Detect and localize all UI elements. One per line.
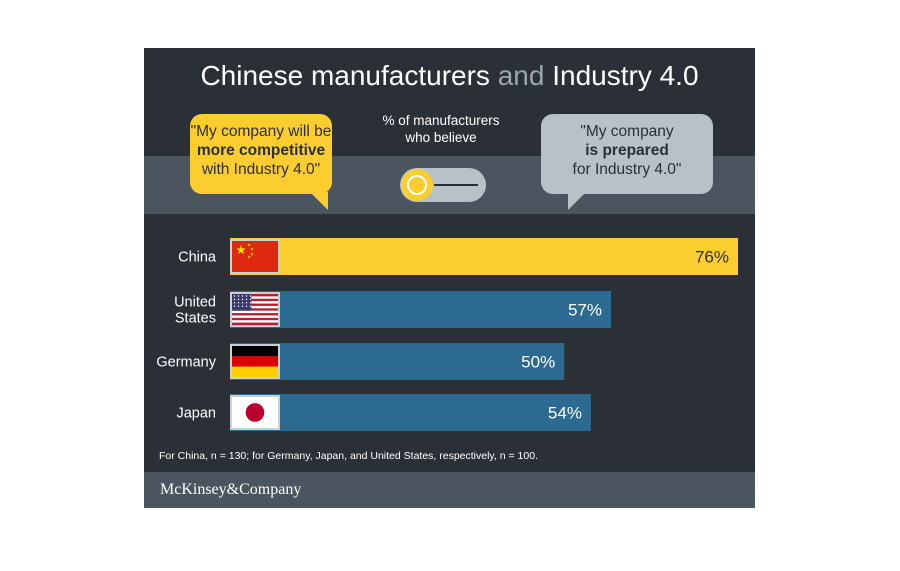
flag-star: [241, 295, 244, 297]
bubble-right-tail: [568, 192, 586, 210]
prepared-speech-bubble: "My company is prepared for Industry 4.0…: [541, 114, 713, 194]
flag-band-gold: [232, 366, 278, 377]
measure-caption: % of manufacturers who believe: [378, 112, 504, 146]
bubble-right-line-1: "My company: [580, 123, 674, 140]
flag-star: [233, 302, 236, 304]
category-label: China: [178, 250, 217, 266]
title-part-1: Chinese manufacturers: [200, 60, 490, 91]
flag-field: [232, 241, 278, 272]
flag-star: [245, 298, 248, 301]
flag-star: [249, 305, 252, 307]
bubble-left-tail: [310, 192, 328, 210]
chart-title: Chinese manufacturers and Industry 4.0: [144, 60, 755, 92]
measure-caption-line-1: % of manufacturers: [382, 113, 500, 128]
flag-star: [250, 247, 254, 251]
flag-star: [236, 245, 246, 255]
flag-stripe: [232, 298, 278, 302]
germany-flag-icon: [230, 344, 280, 379]
flag-band-red: [232, 356, 278, 367]
mckinsey-logo: McKinsey&Company: [160, 481, 302, 498]
flag-star: [249, 298, 252, 301]
toggle-knob-ring: [407, 175, 427, 195]
flag-stripe: [232, 301, 278, 304]
bubble-left-line-3: with Industry 4.0": [201, 161, 321, 178]
bubble-left-line-1: "My company will be: [190, 123, 332, 140]
flag-star: [237, 302, 240, 304]
measure-caption-line-2: who believe: [405, 130, 477, 145]
bar: [230, 238, 738, 275]
flag-star: [249, 295, 252, 297]
flag-star: [247, 243, 251, 247]
bar: [230, 291, 611, 328]
toggle-track-line: [434, 184, 478, 186]
flag-star: [241, 298, 244, 301]
value-label: 76%: [695, 248, 729, 267]
flag-star: [245, 305, 248, 307]
bubble-right-line-3: for Industry 4.0": [572, 161, 682, 178]
flag-sun: [245, 403, 265, 422]
flag-band-black: [232, 346, 278, 357]
flag-star: [233, 298, 236, 301]
category-label: United: [174, 295, 216, 311]
value-label: 54%: [548, 404, 582, 423]
toggle-switch-icon: [400, 168, 486, 202]
flag-stripe: [232, 305, 278, 309]
bubble-left-emphasis: more competitive: [196, 142, 326, 159]
title-and: and: [497, 60, 545, 91]
flag-star: [241, 305, 244, 307]
infographic-card: Chinese manufacturers and Industry 4.0 "…: [144, 48, 755, 508]
flag-star: [233, 305, 236, 307]
footnote: For China, n = 130; for Germany, Japan, …: [159, 450, 538, 462]
flag-stripe: [232, 308, 278, 311]
bubble-right-line-2: is prepared: [541, 141, 713, 160]
bar: [230, 394, 591, 431]
flag-stripe: [232, 313, 278, 316]
flag-stripe: [232, 303, 278, 307]
flag-star: [241, 302, 244, 304]
flag-star: [250, 252, 254, 256]
flag-stripe: [232, 322, 278, 326]
value-label: 57%: [568, 301, 602, 320]
flag-star: [245, 302, 248, 304]
bar: [230, 343, 565, 380]
flag-star: [237, 298, 240, 301]
flag-stripe: [232, 315, 278, 319]
china-flag-icon: [230, 239, 280, 274]
flag-stripe: [232, 310, 278, 314]
value-label: 50%: [521, 353, 555, 372]
flag-star: [249, 302, 252, 304]
flag-star: [245, 295, 248, 297]
flag-stripe: [232, 320, 278, 323]
flag-star: [237, 295, 240, 297]
toggle-knob: [401, 169, 433, 201]
flag-star: [237, 305, 240, 307]
flag-stripe: [232, 296, 278, 299]
competitive-speech-bubble: "My company will be more competitive wit…: [190, 114, 332, 194]
bubble-left-line-2: more competitive: [190, 141, 332, 160]
japan-flag-icon: [230, 395, 280, 430]
category-label: Japan: [176, 406, 216, 422]
flag-stripe: [232, 294, 278, 297]
category-label: Germany: [156, 355, 216, 371]
usa-flag-icon: [230, 292, 280, 327]
flag-star: [233, 295, 236, 297]
title-part-2: Industry 4.0: [552, 60, 699, 91]
footer-band: McKinsey&Company: [144, 472, 755, 508]
bubble-right-emphasis: is prepared: [585, 142, 669, 159]
flag-stripe: [232, 317, 278, 321]
flag-star: [247, 255, 251, 259]
category-label: States: [175, 311, 216, 327]
